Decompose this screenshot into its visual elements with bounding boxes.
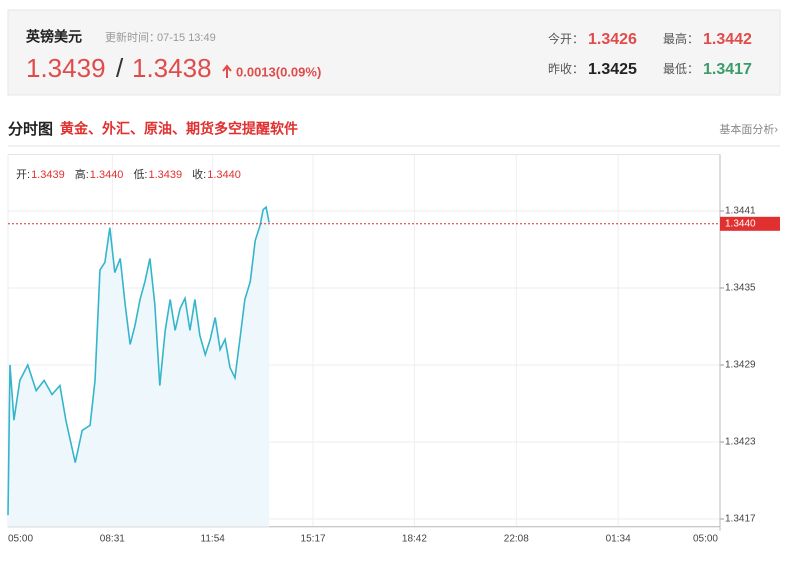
- y-tick-label: 1.3423: [725, 437, 756, 448]
- x-tick-label: 08:31: [100, 533, 125, 544]
- stat-label: 今开：: [548, 31, 584, 46]
- stat-value: 1.3426: [588, 31, 637, 48]
- ohlc-label: 低:: [133, 168, 147, 181]
- ohlc-label: 收:: [192, 167, 206, 181]
- last-price-label: 1.3440: [725, 218, 756, 229]
- ask-price: 1.3438: [132, 53, 212, 83]
- stat-label: 最高：: [663, 31, 699, 46]
- y-tick-label: 1.3441: [725, 206, 756, 217]
- ohlc-value: 1.3439: [149, 169, 183, 181]
- section-title: 分时图: [8, 121, 53, 138]
- y-tick-label: 1.3435: [725, 283, 756, 294]
- x-tick-label: 11:54: [201, 533, 226, 544]
- promo-link[interactable]: 黄金、外汇、原油、期货多空提醒软件: [60, 121, 298, 137]
- price-separator: /: [116, 53, 124, 83]
- pair-title: 英镑美元: [25, 29, 82, 45]
- quote-panel: [7, 9, 781, 96]
- change: 0.0013(0.09%): [236, 64, 321, 79]
- stat-value: 1.3417: [703, 61, 752, 78]
- stat-label: 最低：: [663, 62, 699, 76]
- x-tick-label: 05:00: [693, 533, 718, 544]
- stat-value: 1.3425: [588, 61, 637, 78]
- x-tick-label: 18:42: [402, 533, 427, 544]
- update-label: 更新时间：: [105, 30, 160, 44]
- area: [8, 207, 270, 527]
- x-tick-label: 22:08: [504, 533, 529, 544]
- chart: 1.3417 1.3423 1.3429 1.3435 1.3441 05:00 08:31…: [7, 154, 780, 544]
- update-time: 07-15 13:49: [157, 32, 216, 44]
- analysis-link[interactable]: 基本面分析›: [719, 122, 778, 136]
- ohlc-label: 高:: [75, 167, 89, 181]
- x-tick-label: 05:00: [8, 533, 33, 544]
- y-tick-label: 1.3417: [725, 514, 756, 525]
- up-arrow: [222, 64, 232, 78]
- bid-price: 1.3439: [26, 53, 106, 83]
- ohlc-value: 1.3440: [207, 169, 241, 181]
- stat-label: 昨收：: [548, 62, 584, 76]
- ohlc-value: 1.3440: [90, 169, 124, 181]
- price-line: [7, 205, 270, 516]
- x-tick-label: 15:17: [301, 533, 326, 544]
- x-tick-label: 01:34: [606, 533, 631, 544]
- ohlc-value: 1.3439: [31, 169, 65, 181]
- ohlc-label: 开:: [16, 169, 30, 181]
- stat-value: 1.3442: [703, 31, 752, 48]
- last-price-box: [720, 216, 780, 231]
- y-tick-label: 1.3429: [725, 360, 756, 371]
